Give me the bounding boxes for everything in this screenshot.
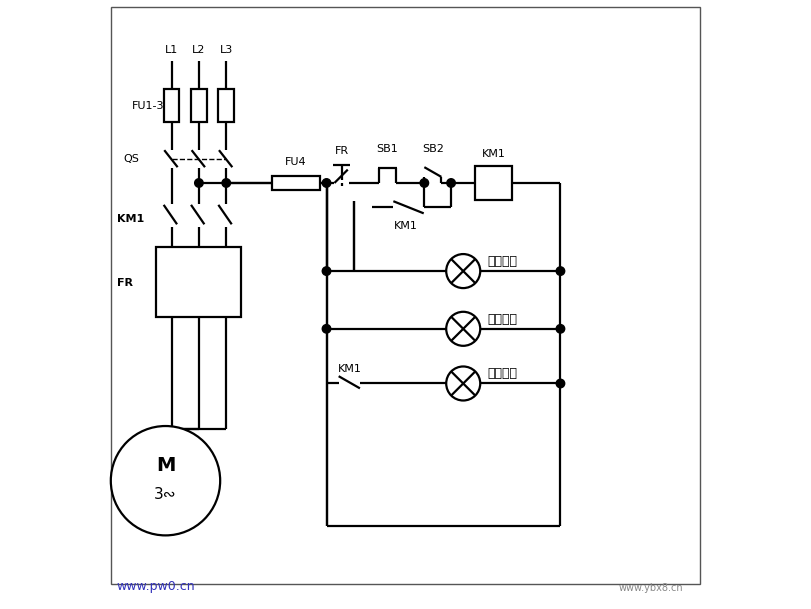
Bar xyxy=(157,247,242,317)
Bar xyxy=(272,176,320,189)
Text: FU1-3: FU1-3 xyxy=(132,100,165,110)
Text: L2: L2 xyxy=(192,46,206,55)
Text: KM1: KM1 xyxy=(393,220,418,231)
Text: KM1: KM1 xyxy=(117,214,144,225)
Text: SB2: SB2 xyxy=(422,144,444,154)
Circle shape xyxy=(556,379,564,388)
Circle shape xyxy=(322,178,331,187)
Bar xyxy=(475,166,512,200)
Text: 电源指示: 电源指示 xyxy=(487,313,517,326)
Text: QS: QS xyxy=(123,153,139,164)
Text: FR: FR xyxy=(117,278,133,288)
Circle shape xyxy=(322,325,331,333)
Bar xyxy=(164,89,179,122)
Circle shape xyxy=(222,178,230,187)
Circle shape xyxy=(420,178,428,187)
Text: www.ybx8.cn: www.ybx8.cn xyxy=(618,583,683,593)
Text: KM1: KM1 xyxy=(482,149,505,159)
Circle shape xyxy=(446,312,480,346)
Text: www.pw0.cn: www.pw0.cn xyxy=(117,580,195,593)
Text: SB1: SB1 xyxy=(376,144,398,154)
Circle shape xyxy=(322,267,331,275)
Text: 3∾: 3∾ xyxy=(154,487,177,502)
Bar xyxy=(191,89,207,122)
Text: FR: FR xyxy=(335,146,349,156)
Text: M: M xyxy=(156,456,175,475)
Circle shape xyxy=(446,367,480,401)
Circle shape xyxy=(447,178,455,187)
Text: 运行指示: 运行指示 xyxy=(487,367,517,381)
Circle shape xyxy=(446,254,480,288)
Text: 故障指示: 故障指示 xyxy=(487,255,517,268)
Bar xyxy=(218,89,234,122)
Circle shape xyxy=(111,426,220,535)
Text: L3: L3 xyxy=(220,46,233,55)
Text: FU4: FU4 xyxy=(285,157,307,167)
Text: KM1: KM1 xyxy=(337,364,362,375)
Circle shape xyxy=(556,325,564,333)
Circle shape xyxy=(195,178,204,187)
Circle shape xyxy=(556,267,564,275)
Text: L1: L1 xyxy=(165,46,178,55)
